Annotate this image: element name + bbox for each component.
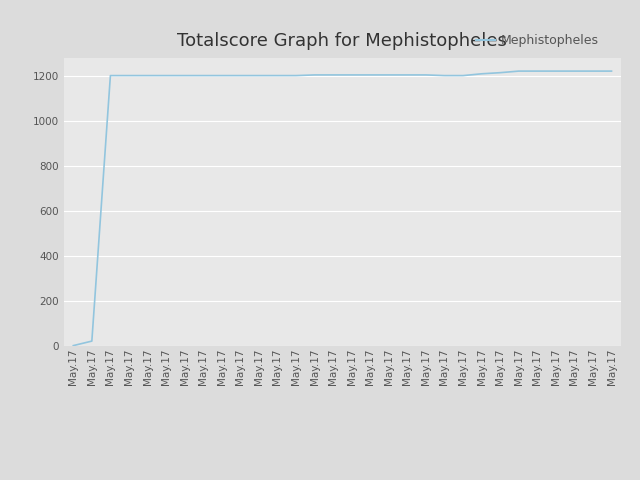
Mephistopheles (106, 73, 115, 79)
Mephistopheles (200, 73, 207, 79)
Mephistopheles (292, 73, 300, 79)
Mephistopheles (460, 73, 467, 79)
Mephistopheles (515, 68, 522, 74)
Mephistopheles (348, 72, 356, 78)
Mephistopheles (330, 72, 337, 78)
Mephistopheles (366, 72, 374, 78)
Mephistopheles (422, 72, 430, 78)
Line: Mephistopheles: Mephistopheles (73, 71, 612, 346)
Mephistopheles (274, 73, 282, 79)
Mephistopheles (237, 73, 244, 79)
Mephistopheles (69, 343, 77, 348)
Mephistopheles (310, 72, 318, 78)
Mephistopheles (497, 70, 504, 75)
Mephistopheles (404, 72, 412, 78)
Mephistopheles (608, 68, 616, 74)
Legend: Mephistopheles: Mephistopheles (471, 29, 604, 52)
Mephistopheles (163, 73, 170, 79)
Mephistopheles (571, 68, 579, 74)
Mephistopheles (180, 73, 188, 79)
Mephistopheles (143, 73, 151, 79)
Mephistopheles (255, 73, 263, 79)
Mephistopheles (477, 71, 486, 77)
Mephistopheles (441, 73, 449, 79)
Mephistopheles (385, 72, 392, 78)
Title: Totalscore Graph for Mephistopheles: Totalscore Graph for Mephistopheles (177, 33, 508, 50)
Mephistopheles (88, 338, 96, 344)
Mephistopheles (125, 73, 133, 79)
Mephistopheles (534, 68, 541, 74)
Mephistopheles (218, 73, 226, 79)
Mephistopheles (552, 68, 559, 74)
Mephistopheles (589, 68, 596, 74)
